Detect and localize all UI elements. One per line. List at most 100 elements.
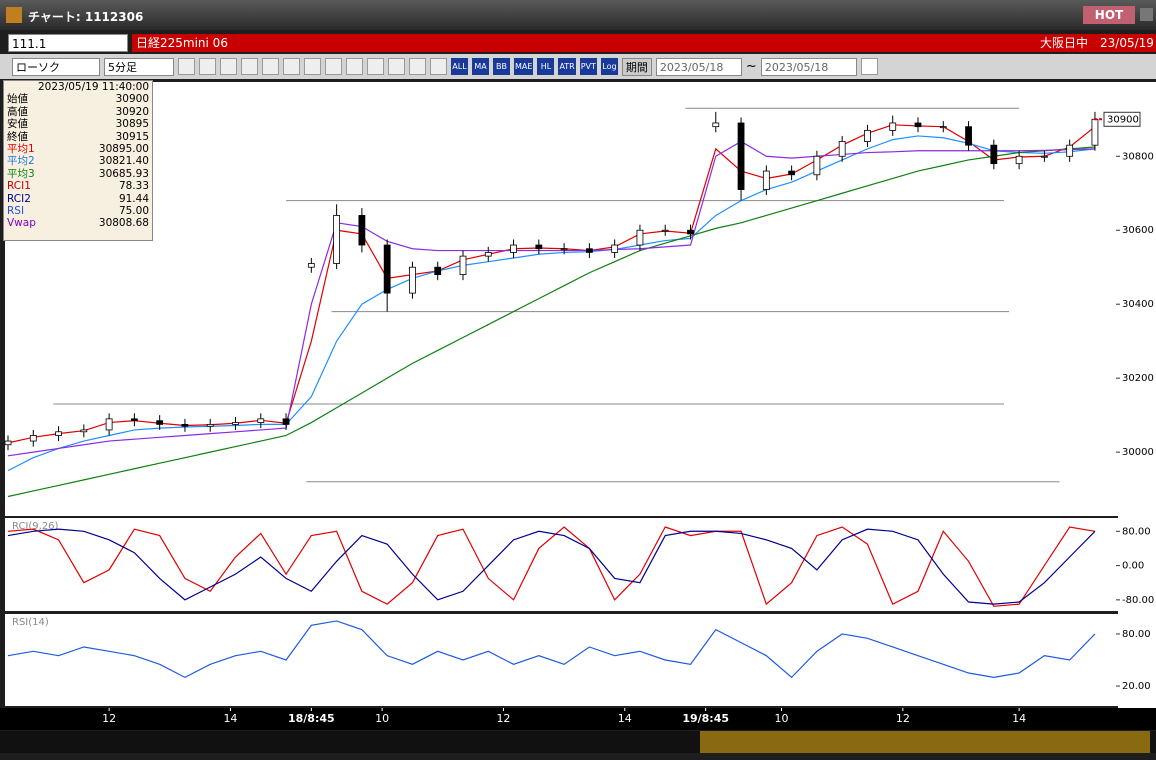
indicator-line	[7, 526, 1096, 607]
indicator-button[interactable]: ALL	[451, 58, 468, 75]
tool-icon[interactable]	[220, 58, 237, 75]
indicator-button[interactable]: MAE	[514, 58, 534, 75]
info-row: 安値 30895	[4, 118, 152, 130]
tool-icon[interactable]	[199, 58, 216, 75]
instrument-name: 日経225mini 06	[136, 36, 228, 50]
to-date[interactable]: 2023/05/18	[760, 57, 857, 76]
candle-body	[864, 129, 871, 142]
info-row: 高値 30920	[4, 106, 152, 118]
candle-body	[965, 126, 972, 146]
checkbox[interactable]	[860, 58, 878, 75]
y-tick-label: 80.00	[1122, 629, 1151, 640]
candle-body	[939, 126, 947, 129]
tool-icon[interactable]	[430, 58, 447, 75]
indicator-button[interactable]: MA	[472, 58, 489, 75]
indicator-button[interactable]: Log	[600, 58, 618, 75]
tool-icon[interactable]	[346, 58, 363, 75]
tool-icon[interactable]	[325, 58, 342, 75]
candle-body	[181, 423, 189, 427]
info-value: 78.33	[118, 180, 149, 193]
tool-icon[interactable]	[178, 58, 195, 75]
candle-body	[560, 248, 568, 251]
tool-icon[interactable]	[304, 58, 321, 75]
info-value: 30821.40	[98, 155, 149, 168]
info-label: 平均3	[7, 167, 35, 180]
indicator-line	[7, 528, 1096, 605]
y-tick-label: 80.00	[1122, 526, 1151, 537]
info-label: 始値	[7, 93, 28, 106]
tool-icon[interactable]	[388, 58, 405, 75]
candle-body	[4, 440, 12, 446]
indicator-line	[7, 140, 1095, 457]
info-label: Vwap	[7, 217, 36, 230]
from-date[interactable]: 2023/05/18	[655, 57, 742, 76]
info-label: RCI1	[7, 180, 31, 193]
hot-badge[interactable]: HOT	[1083, 6, 1135, 24]
candle-body	[459, 255, 467, 276]
interval-select[interactable]: 5分足	[104, 57, 174, 76]
info-row: RSI 75.00	[4, 205, 152, 217]
candle-body	[333, 215, 341, 264]
indicator-button[interactable]: HL	[537, 58, 555, 75]
rsi-panel	[5, 614, 1118, 706]
info-panel: 2023/05/19 11:40:00 始値 30900 高値 30920 安値 3089…	[3, 80, 153, 241]
candle-body	[838, 141, 846, 157]
panel-title: RCI(9,26)	[12, 521, 59, 532]
candle-body	[55, 431, 62, 436]
info-value: 30920	[115, 105, 149, 118]
indicator-line	[7, 146, 1095, 498]
candle-body	[282, 418, 290, 425]
info-label: 平均2	[7, 155, 35, 168]
indicator-button[interactable]: PVT	[579, 58, 597, 75]
y-tick-label: 30000	[1122, 447, 1154, 458]
info-row: 平均3 30685.93	[4, 168, 152, 180]
info-row: Vwap 30808.68	[4, 217, 152, 229]
info-value: 30915	[115, 130, 149, 143]
info-row: 平均2 30821.40	[4, 155, 152, 167]
candle-body	[383, 244, 391, 294]
tool-icon[interactable]	[283, 58, 300, 75]
info-row: 平均1 30895.00	[4, 143, 152, 155]
window-title: チャート: 1112306	[28, 10, 144, 24]
candle-body	[29, 435, 37, 442]
chart-kind-select[interactable]: ローソク	[12, 57, 100, 76]
candle-body	[585, 248, 593, 253]
candle-body	[737, 122, 745, 190]
tool-icon[interactable]	[367, 58, 384, 75]
candle-body	[712, 122, 720, 128]
close-button[interactable]	[1140, 8, 1153, 21]
tool-icon[interactable]	[241, 58, 258, 75]
candle-body	[484, 252, 492, 257]
code-input[interactable]: 111.1	[8, 34, 128, 52]
session: 大阪日中	[1040, 36, 1089, 50]
candle-body	[788, 170, 796, 176]
indicator-line	[7, 135, 1096, 472]
separator: ~	[745, 59, 757, 74]
candle-body	[257, 418, 265, 423]
indicator-line	[7, 620, 1096, 679]
tool-icon[interactable]	[262, 58, 279, 75]
candle-body	[510, 244, 517, 253]
candle-body	[636, 229, 644, 246]
last-price-label: 30900	[1107, 114, 1139, 125]
panel-title: RSI(14)	[12, 617, 49, 628]
y-tick-label: 30600	[1122, 225, 1154, 236]
period-button[interactable]: 期間	[621, 57, 652, 76]
x-tick-label: 10	[775, 712, 789, 725]
tool-icon[interactable]	[409, 58, 426, 75]
date: 23/05/19	[1100, 36, 1154, 50]
scroll-thumb[interactable]	[700, 731, 1150, 753]
indicator-button[interactable]: ATR	[558, 58, 576, 75]
candle-body	[687, 229, 694, 235]
main-panel	[5, 82, 1118, 516]
x-tick-label: 14	[1012, 712, 1026, 725]
candle-body	[307, 263, 315, 268]
x-tick-label: 12	[102, 712, 116, 725]
app-icon	[6, 7, 22, 23]
y-tick-label: 30400	[1122, 299, 1154, 310]
instrument-strip: 日経225mini 06 大阪日中 23/05/19	[132, 34, 1156, 52]
candle-body	[813, 155, 821, 176]
indicator-button[interactable]: BB	[493, 58, 510, 75]
